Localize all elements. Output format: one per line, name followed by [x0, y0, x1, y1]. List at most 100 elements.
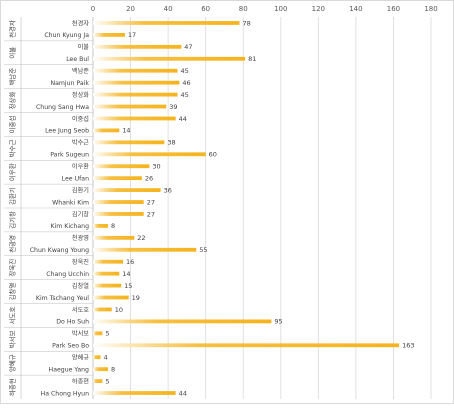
bar: [93, 343, 400, 348]
bar: [93, 80, 180, 85]
bar: [93, 391, 176, 395]
x-tick-label: 140: [349, 5, 362, 13]
group-label: 김환기: [8, 187, 17, 205]
bar: [93, 21, 240, 25]
data-label: 55: [199, 246, 207, 254]
bar: [93, 212, 144, 216]
category-label: Haegue Yang: [49, 366, 90, 373]
group-label: 천광영: [8, 235, 17, 253]
data-label: 47: [184, 43, 192, 51]
bar: [93, 92, 178, 97]
group-label: 하종현: [8, 378, 17, 396]
bar: [93, 68, 178, 73]
category-label: Kim Tschang Yeul: [36, 295, 89, 302]
group-label: 박수근: [8, 139, 17, 157]
category-labels: 천경자 Chun Kyung Ja 이불 Lee Bul 백남준 Namjun Paik 정…: [30, 19, 90, 397]
x-tick-label: 0: [91, 5, 95, 13]
data-label: 8: [111, 222, 115, 230]
bar: [93, 259, 124, 264]
x-axis-ticks: 0 20 40 60 80 100 120 140 160 180: [91, 5, 438, 13]
bar: [93, 104, 167, 109]
category-label: 이불: [78, 43, 90, 51]
data-label: 81: [248, 55, 256, 63]
category-label: 하종현: [72, 377, 89, 385]
category-label: 양혜규: [72, 354, 89, 362]
bar: [93, 331, 103, 336]
x-tick-label: 80: [239, 5, 248, 13]
category-label: 김창열: [72, 282, 89, 290]
data-label: 22: [137, 234, 145, 242]
data-label: 4: [104, 354, 108, 362]
bar: [93, 152, 206, 157]
data-label: 26: [145, 174, 153, 182]
data-label: 10: [115, 306, 123, 314]
bar: [93, 32, 125, 37]
bar: [93, 128, 120, 133]
data-label: 14: [122, 270, 130, 278]
bar: [93, 56, 246, 61]
bar: [93, 307, 112, 312]
data-label: 163: [402, 342, 414, 350]
data-label: 5: [105, 330, 109, 338]
group-label: 서도호: [8, 306, 17, 324]
category-label: 서도호: [72, 306, 89, 314]
group-label: 이우환: [8, 163, 17, 181]
x-tick-label: 100: [274, 5, 287, 13]
category-label: 박서보: [72, 330, 89, 338]
category-label: 천광영: [72, 234, 89, 242]
group-label: 백남준: [8, 68, 17, 86]
category-label: Namjun Paik: [50, 80, 89, 87]
bar: [93, 176, 142, 181]
bar: [93, 235, 135, 240]
x-tick-label: 40: [164, 5, 173, 13]
data-label: 27: [147, 210, 155, 218]
x-tick-label: 160: [387, 5, 400, 13]
bar: [93, 283, 122, 288]
bar: [93, 379, 103, 384]
group-label: 김기창: [8, 211, 17, 229]
data-label: 39: [169, 103, 177, 111]
x-tick-label: 180: [424, 5, 437, 13]
bar: [93, 200, 144, 204]
x-tick-label: 120: [312, 5, 325, 13]
data-label: 46: [182, 79, 190, 87]
category-label: Chun Kyung Ja: [44, 32, 89, 39]
category-label: Do Ho Suh: [56, 319, 89, 326]
data-label: 45: [181, 91, 189, 99]
category-label: Lee Bul: [66, 56, 89, 63]
data-label: 5: [105, 377, 109, 385]
bar: [93, 188, 161, 193]
group-label: 장욱진: [8, 259, 17, 277]
bars: [93, 21, 400, 395]
category-label: Lee Ufan: [62, 175, 89, 182]
bar: [93, 223, 109, 228]
category-label: 이중섭: [72, 115, 89, 123]
group-label: 이불: [8, 47, 17, 59]
group-label: 이중섭: [8, 115, 17, 133]
bar: [93, 295, 129, 300]
data-label: 44: [179, 389, 187, 397]
category-label: Park Seo Bo: [52, 343, 89, 350]
data-label: 44: [179, 115, 187, 123]
group-separators: 천경자이불백남준정상화이중섭박수근이우환김환기김기창천광영장욱진김창열서도호박서…: [4, 20, 93, 396]
data-label: 60: [209, 151, 217, 159]
data-label: 36: [164, 186, 172, 194]
category-label: 이우환: [72, 163, 89, 171]
group-label: 천경자: [8, 20, 17, 38]
data-label: 30: [152, 163, 160, 171]
category-label: Park Sugeun: [50, 152, 89, 159]
bar: [93, 271, 120, 276]
data-label: 19: [132, 294, 140, 302]
category-label: Lee Jung Seob: [45, 128, 89, 135]
category-label: 장욱진: [72, 258, 89, 266]
category-label: 정상화: [72, 91, 89, 99]
data-label: 17: [128, 31, 136, 39]
category-label: Chang Ucchin: [46, 271, 89, 278]
category-label: 백남준: [72, 67, 89, 75]
bar: [93, 319, 272, 324]
data-label: 14: [122, 127, 130, 135]
group-label: 양혜규: [8, 354, 17, 372]
data-label: 45: [181, 67, 189, 75]
